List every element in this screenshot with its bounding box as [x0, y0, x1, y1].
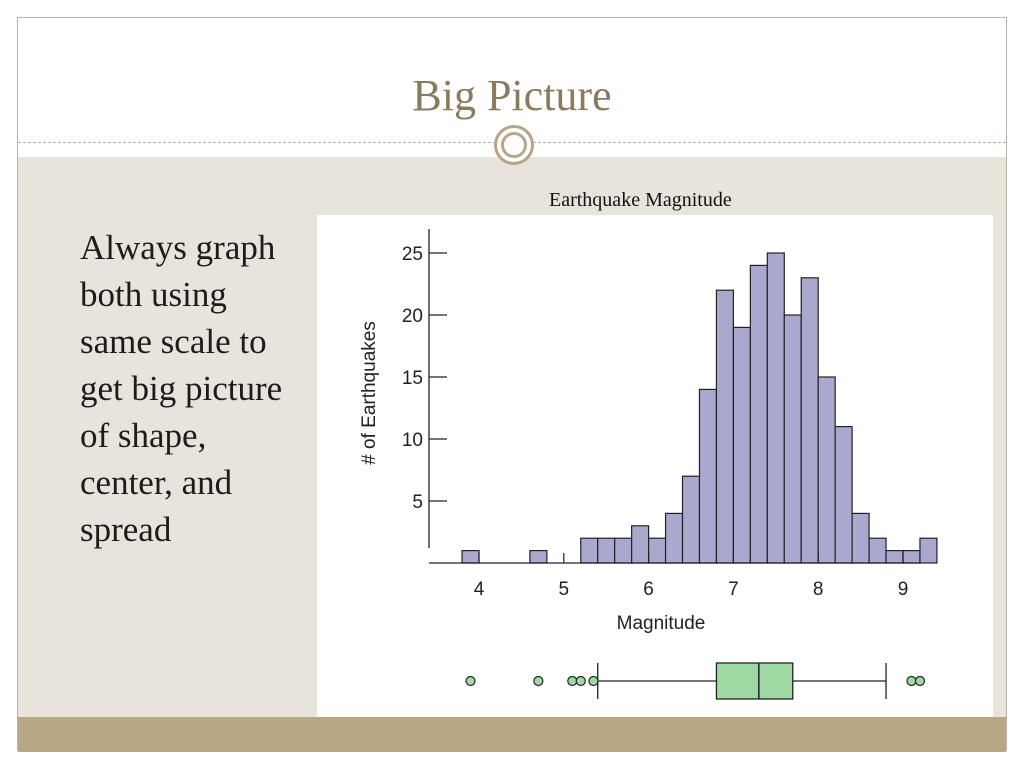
histogram-chart: 5 10 15 20 25 4 5 6 7 8 9 Magnitude # of Earthquak… [359, 229, 938, 700]
boxplot-outlier [567, 675, 578, 687]
histogram-bar [783, 314, 802, 564]
boxplot [465, 662, 926, 700]
y-tick-label: 15 [402, 368, 423, 389]
y-tick-label: 10 [402, 430, 423, 451]
y-tick-label: 5 [412, 492, 423, 513]
histogram-bar [817, 376, 836, 564]
circle-ornament-icon [494, 125, 534, 165]
boxplot-outlier [533, 675, 544, 687]
histogram-bar [461, 550, 480, 564]
bottom-bar [18, 717, 1006, 752]
x-tick-label: 8 [813, 579, 824, 600]
histogram-bars [461, 252, 938, 564]
histogram-bar [529, 550, 548, 564]
histogram-bar [885, 550, 904, 564]
histogram-bar [902, 550, 921, 564]
slide-frame: Big Picture Always graph both using same… [17, 17, 1007, 752]
x-tick-label: 5 [559, 579, 570, 600]
histogram-bar [597, 537, 616, 564]
chart-axes [428, 229, 921, 564]
histogram-bar [834, 426, 853, 564]
histogram-bar [766, 252, 785, 564]
title-area: Big Picture [18, 18, 1006, 142]
x-tick-label: 4 [474, 579, 485, 600]
boxplot-outlier [914, 675, 926, 687]
histogram-bar [698, 388, 718, 564]
histogram-bar [631, 525, 650, 564]
body-text: Always graph both using same scale to ge… [80, 228, 283, 549]
histogram-bar [664, 512, 684, 564]
histogram-bar [614, 537, 633, 564]
histogram-bar [648, 537, 667, 564]
boxplot-outlier [906, 675, 917, 687]
x-tick-label: 9 [898, 579, 909, 600]
histogram-bar [868, 537, 887, 564]
histogram-bar [851, 512, 870, 564]
histogram-bar [580, 537, 599, 564]
y-tick-label: 25 [402, 244, 423, 265]
y-tick-label: 20 [402, 306, 423, 327]
chart-ticks: 5 10 15 20 25 4 5 6 7 8 9 [402, 244, 908, 600]
boxplot-outlier [575, 675, 586, 687]
histogram-bar [749, 264, 768, 564]
histogram-bar [681, 475, 701, 564]
slide-title: Big Picture [412, 71, 612, 120]
x-tick-label: 6 [643, 579, 654, 600]
x-axis-label: Magnitude [617, 613, 706, 634]
chart-caption: Earthquake Magnitude [549, 189, 732, 211]
boxplot-box [715, 662, 794, 700]
histogram-bar [715, 289, 735, 564]
histogram-bar [732, 326, 751, 564]
boxplot-outlier [588, 675, 599, 687]
chart-panel: 5 10 15 20 25 4 5 6 7 8 9 Magnitude # of Earthquak… [317, 215, 993, 717]
y-axis-label: # of Earthquakes [359, 321, 380, 465]
boxplot-outlier [465, 675, 476, 687]
x-tick-label: 7 [728, 579, 739, 600]
histogram-bar [800, 277, 819, 564]
histogram-bar [919, 537, 938, 564]
